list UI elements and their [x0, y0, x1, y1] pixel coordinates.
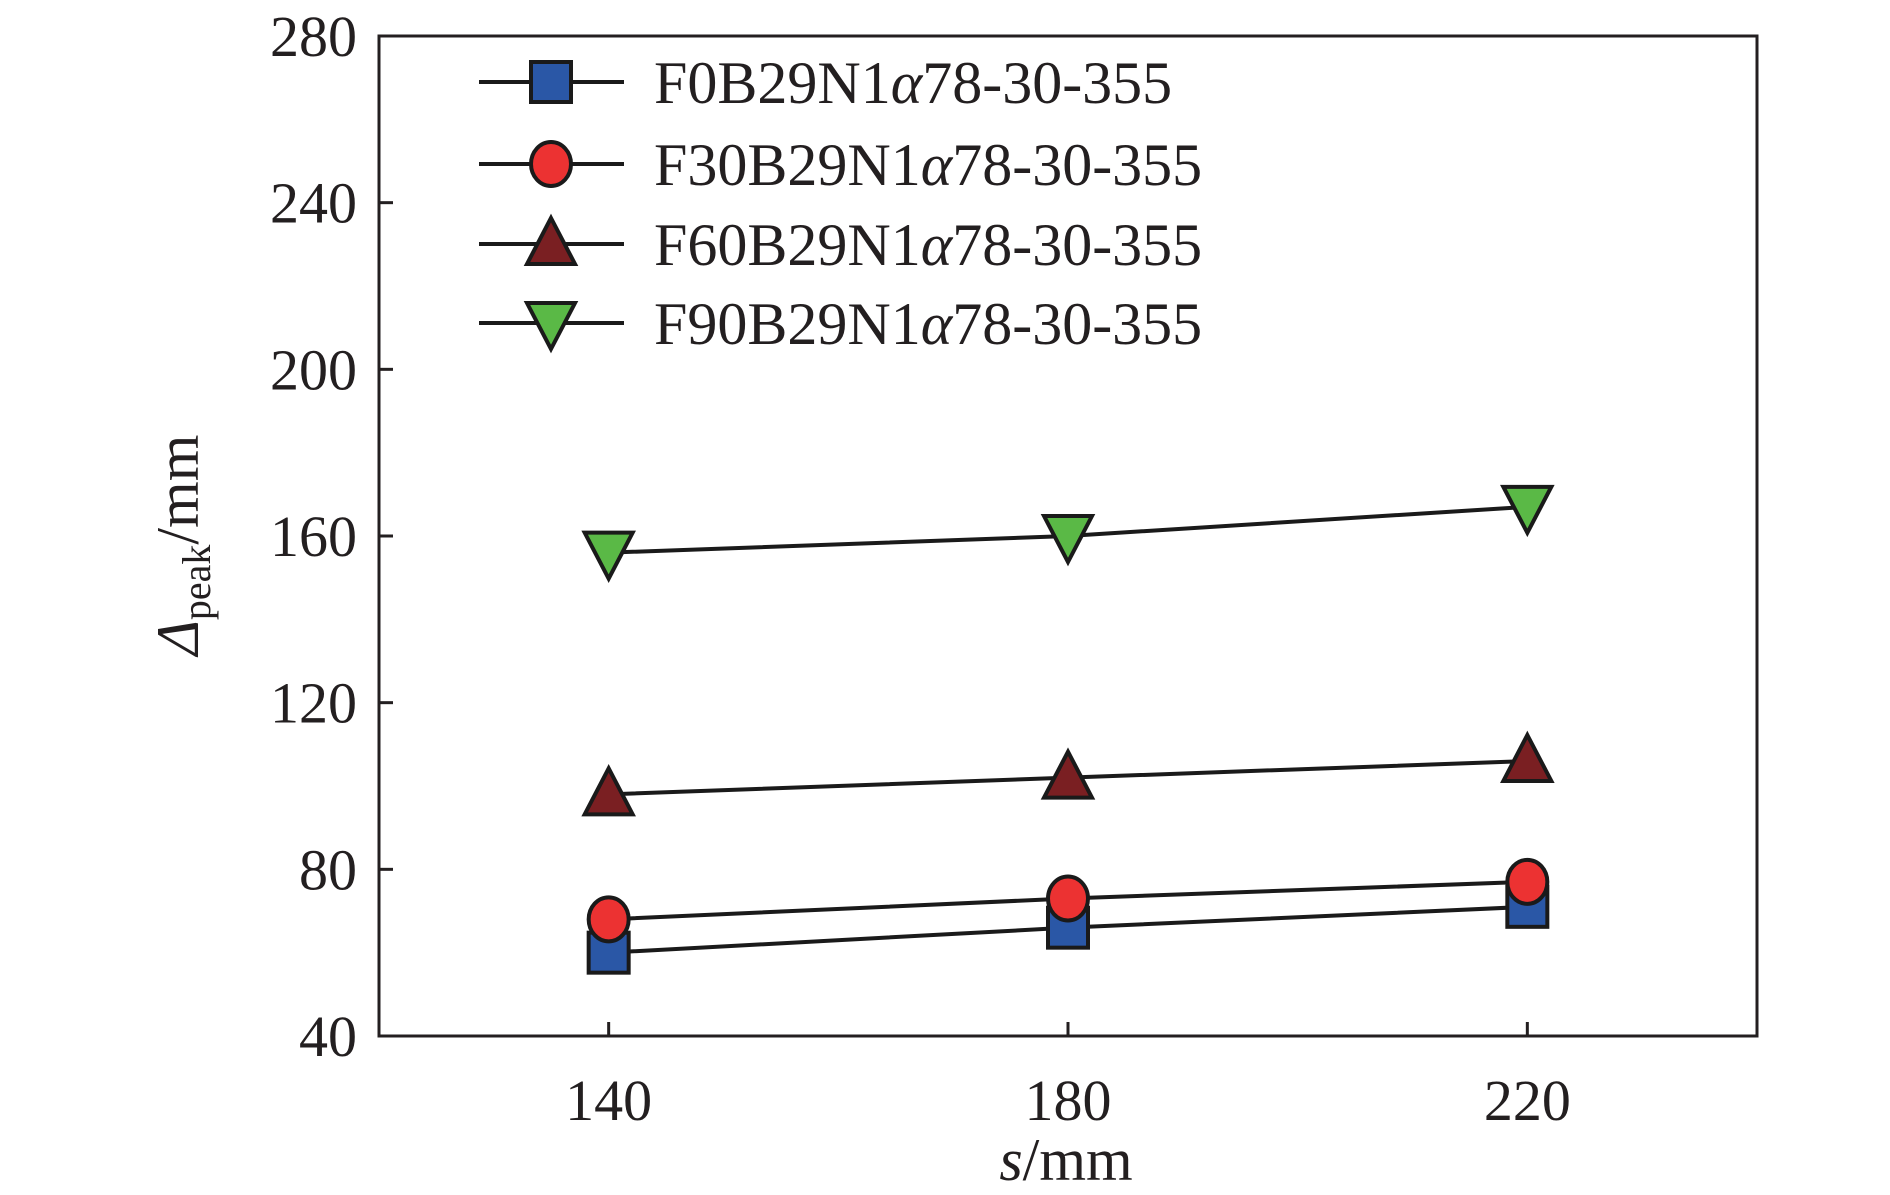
y-tick-label: 120: [270, 671, 357, 736]
legend-marker: [529, 140, 573, 188]
data-point: [581, 764, 636, 817]
plot-marks: [581, 484, 1555, 975]
legend: F0B29N1α78-30-355 F30B29N1α78-30-355 F60B2…: [479, 50, 1202, 357]
legend-label: F0B29N1α78-30-355: [654, 50, 1172, 116]
series-2: [581, 730, 1555, 817]
y-tick-label: 200: [270, 337, 357, 402]
y-tick-label: 160: [270, 504, 357, 569]
data-point: [1500, 484, 1555, 538]
y-tick-label: 80: [299, 837, 357, 902]
data-point: [1500, 730, 1555, 783]
series-1: [586, 857, 1550, 944]
legend-label: F60B29N1α78-30-355: [654, 212, 1202, 278]
y-tick-label: 240: [270, 171, 357, 236]
legend-label: F90B29N1α78-30-355: [654, 291, 1202, 357]
legend-label: F30B29N1α78-30-355: [654, 132, 1202, 198]
y-axis-label: Δpeak/mm: [145, 435, 219, 658]
legend-item: F30B29N1α78-30-355: [479, 132, 1202, 198]
data-point: [1040, 747, 1096, 800]
series-3: [581, 484, 1555, 583]
x-axis-label: s/mm: [999, 1127, 1132, 1193]
data-point: [581, 530, 636, 583]
y-tick-label: 280: [270, 4, 357, 69]
x-tick-label: 220: [1484, 1068, 1571, 1133]
data-point: [1046, 874, 1090, 923]
legend-item: F60B29N1α78-30-355: [479, 212, 1202, 278]
legend-item: F90B29N1α78-30-355: [479, 291, 1202, 357]
legend-item: F0B29N1α78-30-355: [479, 50, 1172, 116]
x-tick-label: 180: [1025, 1068, 1112, 1133]
x-tick-label: 140: [565, 1068, 652, 1133]
legend-marker: [523, 301, 579, 354]
data-point: [1505, 857, 1550, 906]
data-point: [586, 895, 631, 944]
legend-marker: [523, 213, 579, 266]
axis-ticks: 140 180 220 40 80 120 160 200 240 280: [270, 4, 1571, 1133]
legend-marker: [529, 60, 573, 104]
y-tick-label: 40: [299, 1004, 357, 1069]
data-point: [1040, 514, 1096, 567]
